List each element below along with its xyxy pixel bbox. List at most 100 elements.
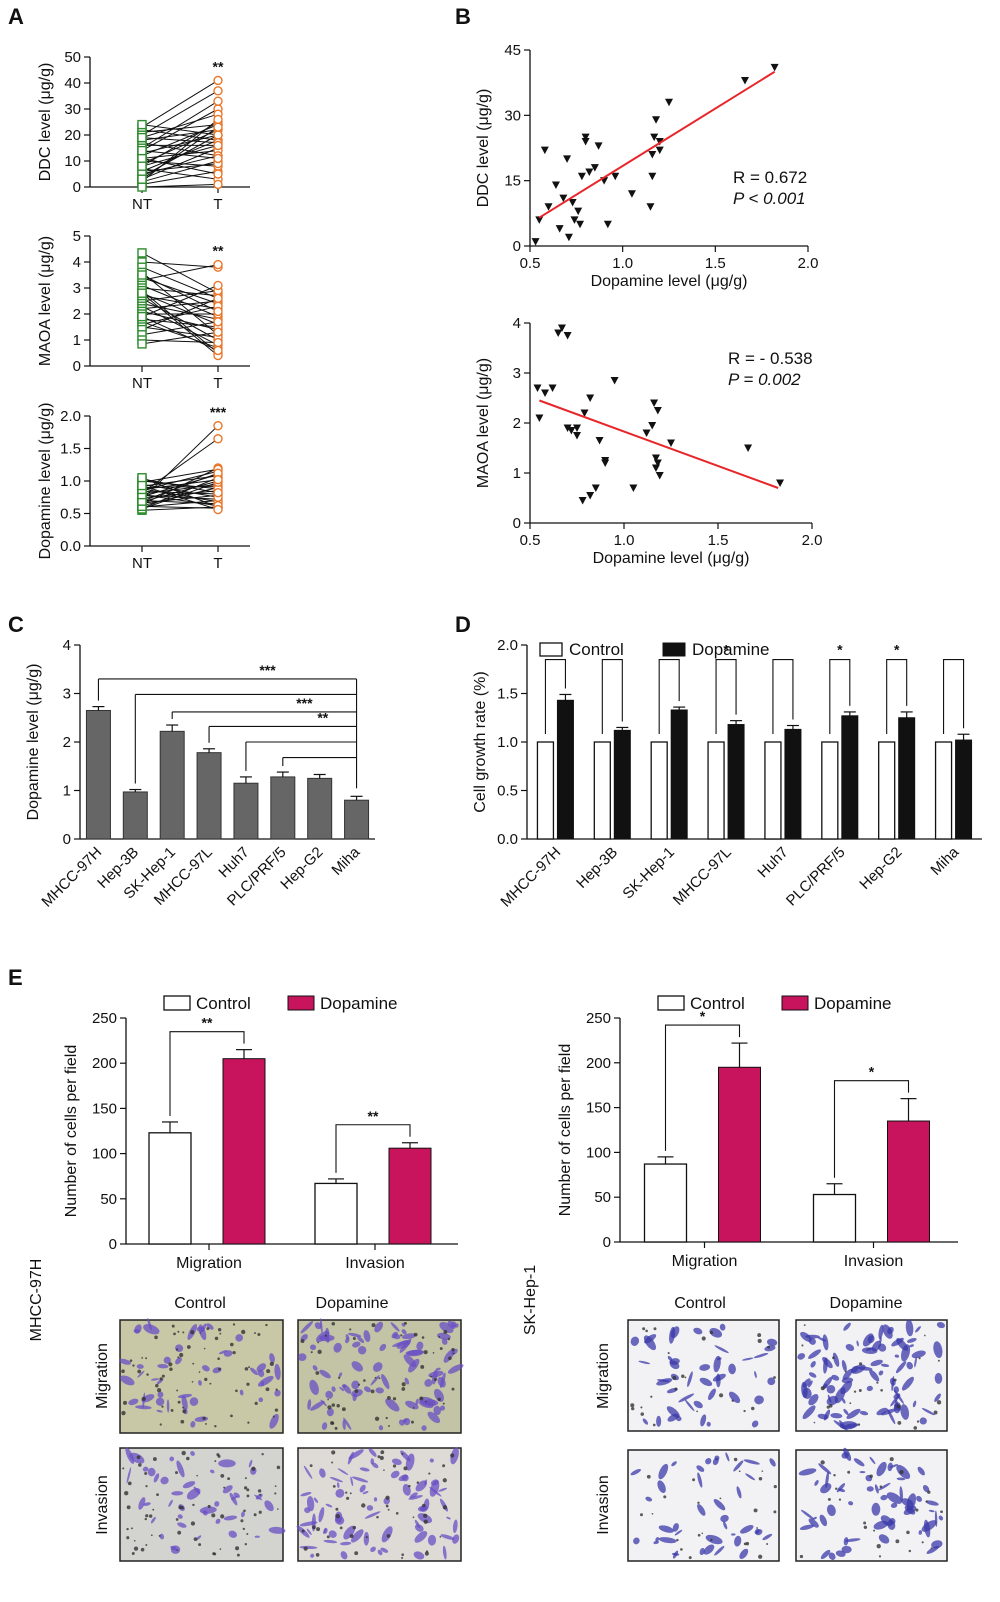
pore-dot (452, 1352, 455, 1355)
micrograph-left-3 (296, 1447, 462, 1562)
stained-cell (658, 1463, 669, 1480)
stained-cell (658, 1537, 677, 1544)
dopamine-bar (388, 1147, 432, 1245)
bar-mhcc-97l (196, 752, 222, 840)
stained-cell (343, 1525, 356, 1540)
pore-dot (199, 1332, 201, 1334)
stained-cell (893, 1393, 901, 1400)
stained-cell (147, 1318, 152, 1331)
t-point (213, 122, 223, 132)
stained-cell (769, 1458, 776, 1467)
stained-cell (401, 1329, 407, 1335)
x-tick-label: 1.5 (705, 255, 726, 272)
pore-dot (400, 1334, 403, 1337)
data-point (646, 203, 655, 211)
stained-cell (447, 1363, 464, 1374)
pore-dot (863, 1521, 867, 1525)
nt-point (137, 339, 147, 349)
stained-cell (120, 1375, 135, 1386)
pore-dot (345, 1491, 348, 1494)
micrograph-left-2 (119, 1447, 286, 1562)
data-point (653, 459, 662, 467)
stained-cell (190, 1421, 196, 1428)
legend-swatch-dopamine (662, 642, 686, 657)
stained-cell (642, 1418, 649, 1425)
stained-cell (822, 1334, 829, 1351)
legend-label-dopamine: Dopamine (814, 994, 892, 1013)
stained-cell (713, 1499, 726, 1511)
control-bar (650, 741, 668, 840)
data-point (776, 479, 785, 487)
stained-cell (362, 1491, 369, 1495)
pore-dot (753, 1508, 758, 1513)
stained-cell (645, 1496, 653, 1502)
pore-dot (899, 1470, 904, 1475)
stained-cell (415, 1398, 419, 1406)
pore-dot (411, 1420, 414, 1424)
stained-cell (819, 1514, 828, 1527)
pore-dot (650, 1395, 653, 1398)
x-tick-label: NT (132, 196, 152, 213)
data-point (770, 63, 779, 72)
stained-cell (810, 1361, 816, 1368)
stained-cell (248, 1459, 253, 1468)
x-tick-label: 2.0 (798, 255, 819, 272)
t-point (213, 421, 223, 431)
stained-cell (452, 1519, 458, 1534)
pair-line (141, 287, 219, 297)
stained-cell (439, 1372, 446, 1388)
stained-cell (700, 1414, 707, 1427)
pair-line (141, 261, 219, 268)
pair-line (141, 284, 219, 318)
pore-dot (421, 1336, 425, 1339)
pore-dot (423, 1519, 428, 1524)
stained-cell (841, 1377, 854, 1384)
stained-cell (256, 1363, 267, 1373)
pore-dot (204, 1377, 208, 1382)
y-tick-label: 20 (64, 127, 81, 144)
stained-cell (442, 1545, 447, 1560)
stained-cell (434, 1388, 444, 1402)
stained-cell (876, 1407, 888, 1416)
pore-dot (192, 1503, 195, 1507)
stained-cell (925, 1500, 939, 1506)
stained-cell (414, 1524, 424, 1532)
stained-cell (190, 1451, 195, 1456)
panel-label-b: B (455, 4, 471, 29)
stained-cell (350, 1476, 354, 1487)
stained-cell (800, 1509, 815, 1520)
pore-dot (274, 1485, 277, 1488)
stained-cell (717, 1357, 722, 1361)
stained-cell (705, 1458, 712, 1465)
data-point (610, 377, 619, 385)
control-bar (764, 741, 782, 840)
data-point (627, 190, 636, 198)
pore-dot (246, 1494, 250, 1498)
p-value: P < 0.001 (733, 189, 806, 208)
pore-dot (335, 1507, 339, 1511)
stained-cell (808, 1337, 816, 1345)
pore-dot (253, 1513, 257, 1517)
legend-swatch-dopamine (287, 995, 315, 1011)
stained-cell (366, 1505, 374, 1511)
stained-cell (312, 1365, 318, 1371)
stained-cell (880, 1363, 890, 1368)
stained-cell (831, 1374, 840, 1381)
data-point (574, 207, 583, 216)
nt-point (137, 132, 147, 143)
pore-dot (758, 1554, 763, 1559)
data-point (744, 444, 753, 452)
regression-line (539, 399, 779, 489)
pore-dot (423, 1513, 428, 1518)
stained-cell (189, 1397, 199, 1406)
bar-sk-hep-1 (159, 730, 185, 840)
pore-dot (177, 1530, 182, 1535)
bar-mhcc-97h (85, 709, 111, 840)
pore-dot (129, 1359, 133, 1362)
stained-cell (357, 1345, 367, 1355)
legend-label-dopamine: Dopamine (692, 640, 770, 659)
stained-cell (799, 1524, 815, 1531)
cell-line-label: MHCC-97H (28, 1259, 45, 1342)
data-point (601, 459, 610, 467)
dopamine-bar (670, 709, 688, 840)
